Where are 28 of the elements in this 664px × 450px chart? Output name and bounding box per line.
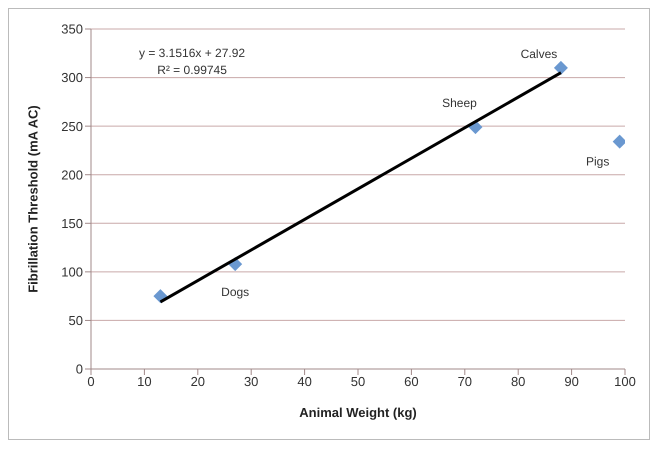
annotation: Calves <box>520 46 558 61</box>
x-tick-label: 90 <box>564 374 579 390</box>
y-tick-label: 100 <box>61 264 83 280</box>
x-tick-label: 50 <box>350 374 366 390</box>
y-tick-label: 200 <box>61 167 83 182</box>
x-tick-label: 80 <box>510 374 526 390</box>
x-tick-label: 60 <box>404 374 419 390</box>
x-tick-label: 10 <box>137 374 152 390</box>
y-tick-label: 0 <box>76 362 83 377</box>
point <box>554 60 568 75</box>
x-tick-label: 30 <box>244 374 258 390</box>
annotation: Pigs <box>586 154 610 169</box>
x-tick-label: 100 <box>614 374 636 390</box>
x-tick-label: 40 <box>297 374 312 390</box>
annotation: Sheep <box>442 96 478 110</box>
y-axis-title: Fibrillation Threshold (mA AC) <box>26 105 41 293</box>
y-tick-label: 50 <box>68 313 83 328</box>
y-tick-label: 300 <box>61 70 83 86</box>
y-tick-label: 350 <box>61 22 83 37</box>
annotation: y = 3.1516x + 27.92 <box>139 45 246 62</box>
y-tick-label: 150 <box>61 216 83 231</box>
y-tick-label: 250 <box>61 118 83 134</box>
x-tick-label: 70 <box>458 374 472 390</box>
x-tick-label: 0 <box>87 374 95 390</box>
annotation: Dogs <box>221 285 250 300</box>
x-tick-label: 20 <box>190 374 206 390</box>
annotation: R² = 0.99745 <box>156 62 228 79</box>
x-axis-title: Animal Weight (kg) <box>299 405 417 420</box>
